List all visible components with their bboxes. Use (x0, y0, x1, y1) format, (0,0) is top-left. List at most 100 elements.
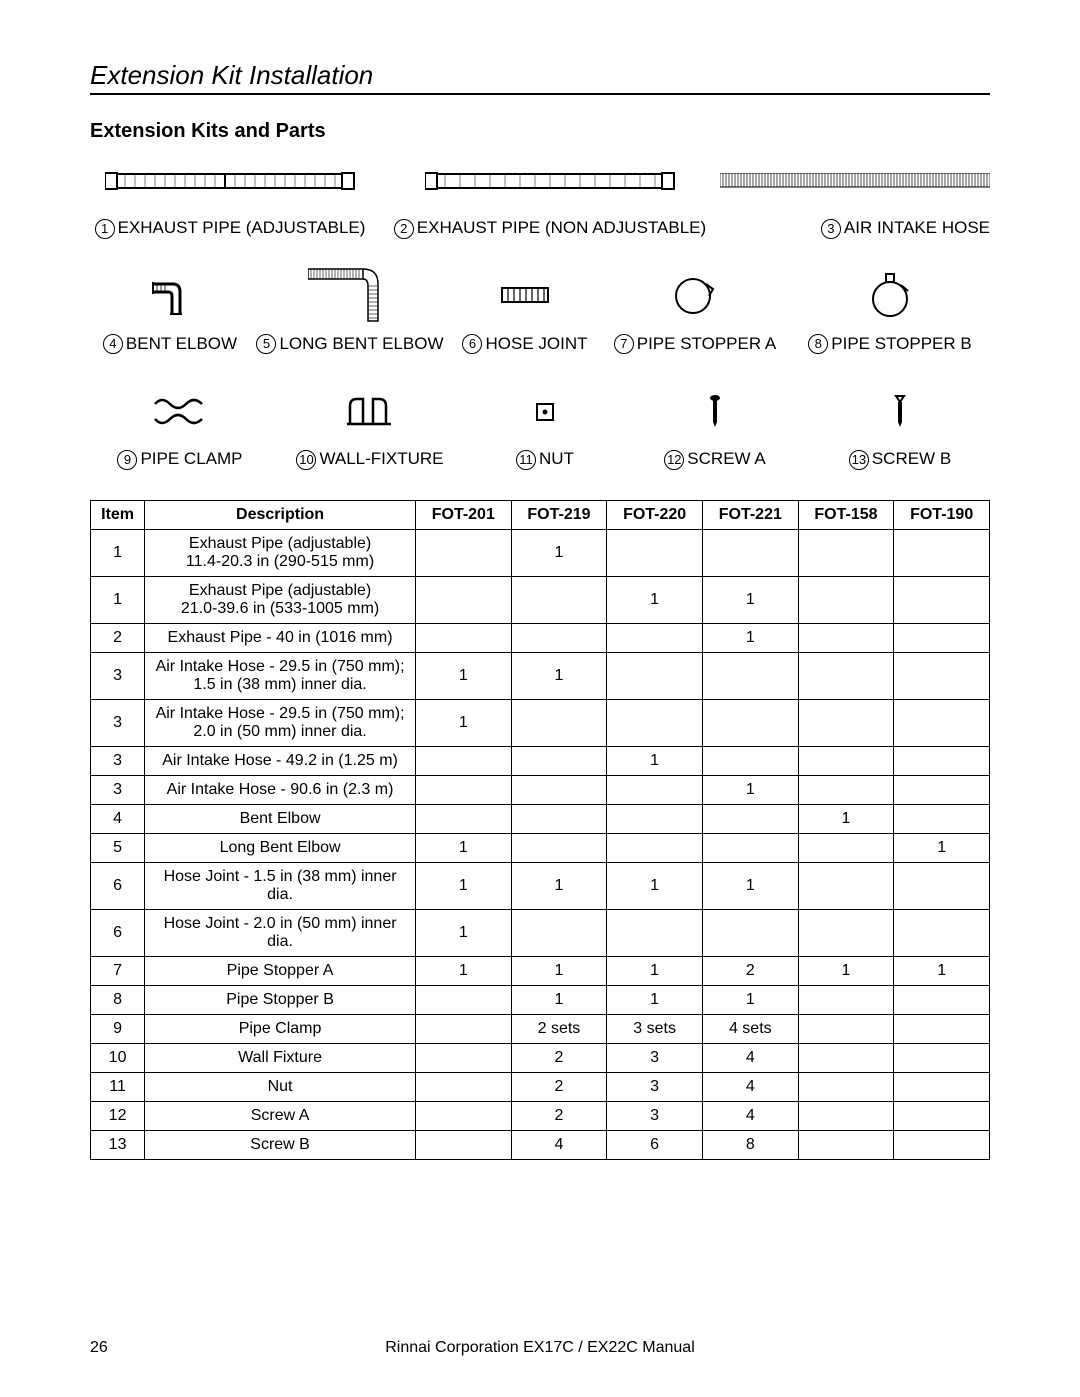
table-cell (894, 652, 990, 699)
screw-b-icon (810, 384, 990, 439)
table-cell: Hose Joint - 2.0 in (50 mm) inner dia. (145, 909, 416, 956)
table-cell: 1 (511, 529, 607, 576)
table-cell (511, 699, 607, 746)
table-row: 9Pipe Clamp2 sets3 sets4 sets (91, 1014, 990, 1043)
table-cell (894, 862, 990, 909)
table-cell: 4 (702, 1101, 798, 1130)
table-cell: 3 sets (607, 1014, 703, 1043)
part-label-11: 11NUT (470, 449, 620, 470)
table-cell: 1 (798, 804, 894, 833)
table-row: 11Nut234 (91, 1072, 990, 1101)
table-cell: 7 (91, 956, 145, 985)
table-row: 12Screw A234 (91, 1101, 990, 1130)
pipe-stopper-b-icon (790, 269, 990, 324)
table-cell: 1 (607, 746, 703, 775)
table-cell (415, 804, 511, 833)
table-cell: 1 (511, 985, 607, 1014)
table-cell: Air Intake Hose - 29.5 in (750 mm);1.5 i… (145, 652, 416, 699)
table-cell: 8 (91, 985, 145, 1014)
hose-joint-icon (450, 269, 600, 324)
table-cell: 1 (415, 833, 511, 862)
table-header-cell: FOT-221 (702, 500, 798, 529)
long-bent-elbow-icon (250, 269, 450, 324)
table-cell: 1 (91, 576, 145, 623)
table-cell: Air Intake Hose - 29.5 in (750 mm);2.0 i… (145, 699, 416, 746)
table-cell (415, 623, 511, 652)
table-cell (415, 1043, 511, 1072)
table-cell: 10 (91, 1043, 145, 1072)
table-cell: 8 (702, 1130, 798, 1159)
table-cell: Screw B (145, 1130, 416, 1159)
table-cell: 1 (702, 985, 798, 1014)
table-cell: 1 (702, 862, 798, 909)
table-cell (702, 529, 798, 576)
table-cell: Pipe Stopper B (145, 985, 416, 1014)
table-cell (511, 746, 607, 775)
footer-center-text: Rinnai Corporation EX17C / EX22C Manual (90, 1339, 990, 1357)
table-cell: 2 (511, 1101, 607, 1130)
part-label-6: 6HOSE JOINT (450, 334, 600, 355)
page-footer: 26 Rinnai Corporation EX17C / EX22C Manu… (90, 1339, 990, 1357)
table-cell (798, 652, 894, 699)
table-cell (894, 985, 990, 1014)
table-cell: Screw A (145, 1101, 416, 1130)
table-cell: 3 (91, 652, 145, 699)
table-row: 10Wall Fixture234 (91, 1043, 990, 1072)
table-cell: 9 (91, 1014, 145, 1043)
table-row: 2Exhaust Pipe - 40 in (1016 mm)1 (91, 623, 990, 652)
table-row: 5Long Bent Elbow11 (91, 833, 990, 862)
table-header-cell: FOT-158 (798, 500, 894, 529)
nut-icon (470, 384, 620, 439)
table-cell: Exhaust Pipe - 40 in (1016 mm) (145, 623, 416, 652)
table-cell (894, 746, 990, 775)
table-row: 7Pipe Stopper A111211 (91, 956, 990, 985)
table-cell: 3 (607, 1072, 703, 1101)
table-cell (798, 529, 894, 576)
table-cell: 3 (91, 746, 145, 775)
table-cell (607, 699, 703, 746)
table-row: 4Bent Elbow1 (91, 804, 990, 833)
table-row: 3Air Intake Hose - 90.6 in (2.3 m)1 (91, 775, 990, 804)
table-cell (607, 529, 703, 576)
table-cell (607, 909, 703, 956)
table-cell: 6 (607, 1130, 703, 1159)
table-cell (894, 1072, 990, 1101)
part-label-7: 7PIPE STOPPER A (600, 334, 790, 355)
table-header-cell: FOT-190 (894, 500, 990, 529)
table-cell (798, 775, 894, 804)
table-cell: 4 (702, 1072, 798, 1101)
table-cell: 1 (415, 956, 511, 985)
air-intake-hose-icon (720, 153, 990, 208)
parts-row-3: 9PIPE CLAMP 10WALL-FIXTURE 11NUT (90, 384, 990, 470)
table-cell: 1 (607, 985, 703, 1014)
pipe-clamp-icon (90, 384, 270, 439)
table-cell (415, 576, 511, 623)
table-cell (798, 746, 894, 775)
table-cell: 1 (511, 652, 607, 699)
table-header-cell: FOT-220 (607, 500, 703, 529)
table-cell (798, 699, 894, 746)
table-cell (894, 699, 990, 746)
wall-fixture-icon (270, 384, 470, 439)
table-cell (607, 652, 703, 699)
page-title: Extension Kit Installation (90, 60, 990, 95)
table-cell (798, 862, 894, 909)
table-row: 3Air Intake Hose - 29.5 in (750 mm);2.0 … (91, 699, 990, 746)
table-cell (894, 576, 990, 623)
table-cell: Bent Elbow (145, 804, 416, 833)
part-label-12: 12SCREW A (620, 449, 810, 470)
table-cell (798, 623, 894, 652)
table-cell (894, 1014, 990, 1043)
table-cell: 4 (702, 1043, 798, 1072)
table-cell: 6 (91, 862, 145, 909)
part-label-5: 5LONG BENT ELBOW (250, 334, 450, 355)
table-cell: 1 (415, 652, 511, 699)
table-cell: 11 (91, 1072, 145, 1101)
table-row: 8Pipe Stopper B111 (91, 985, 990, 1014)
table-cell (894, 1043, 990, 1072)
parts-row-1: 1EXHAUST PIPE (ADJUSTABLE) 2EXHAUST PIPE… (90, 153, 990, 239)
table-cell (894, 804, 990, 833)
table-cell: 1 (798, 956, 894, 985)
table-header-cell: FOT-201 (415, 500, 511, 529)
table-cell (415, 1072, 511, 1101)
